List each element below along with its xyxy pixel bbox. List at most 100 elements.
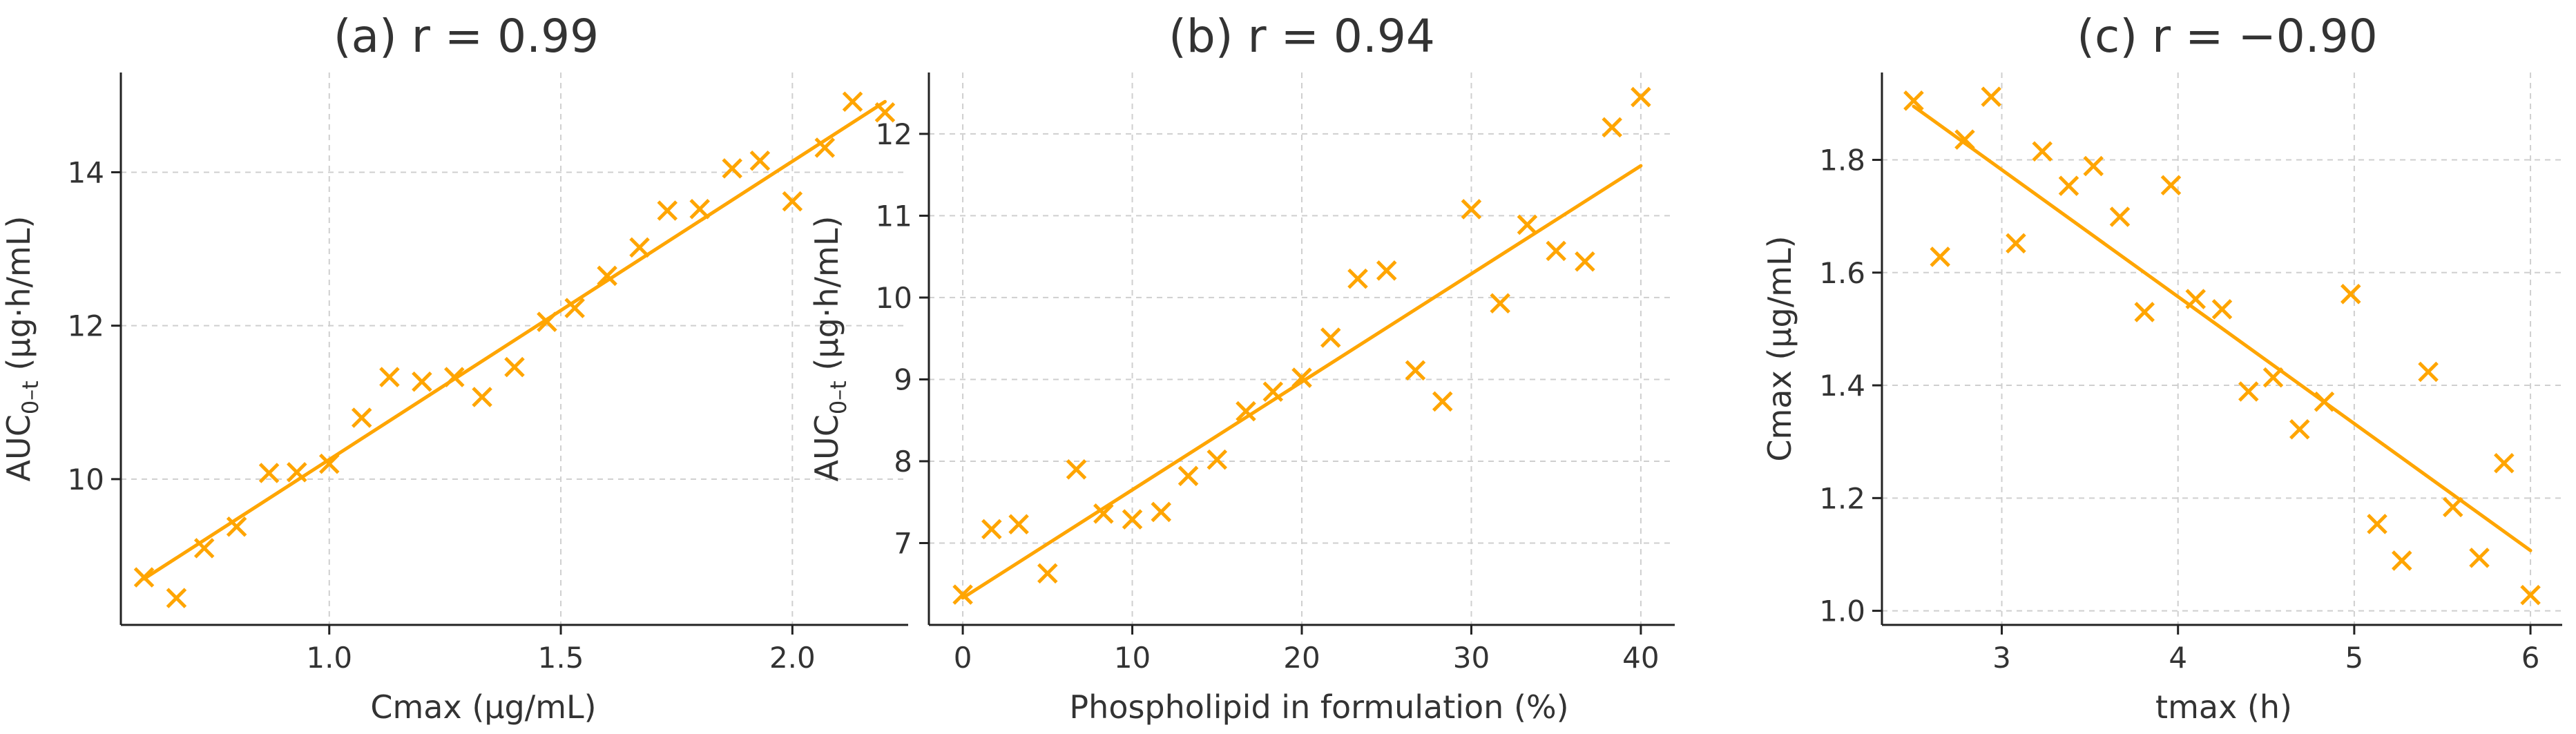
y-axis-label-unit: (µg·h/mL) bbox=[808, 216, 845, 381]
data-point bbox=[657, 200, 678, 221]
data-point bbox=[2520, 584, 2541, 606]
data-point bbox=[1291, 367, 1312, 388]
x-tick-label: 1.5 bbox=[538, 641, 584, 675]
data-point bbox=[2083, 155, 2104, 177]
y-axis-label: AUC0–t (µg·h/mL) bbox=[808, 216, 852, 482]
data-point bbox=[564, 298, 585, 318]
data-point bbox=[1093, 503, 1114, 524]
y-tick-label: 7 bbox=[894, 526, 912, 560]
data-point bbox=[1008, 514, 1029, 534]
x-tick-label: 4 bbox=[2169, 641, 2187, 675]
data-point bbox=[2494, 452, 2515, 474]
data-point bbox=[2392, 550, 2412, 571]
data-point bbox=[2134, 302, 2155, 322]
data-point bbox=[749, 151, 771, 171]
x-axis-label: tmax (h) bbox=[2155, 688, 2292, 726]
data-point bbox=[1066, 459, 1087, 480]
y-axis-label-subscript: 0–t bbox=[825, 380, 852, 414]
data-point bbox=[629, 237, 650, 258]
data-point bbox=[1461, 199, 1482, 220]
data-point bbox=[1178, 465, 1199, 487]
data-point bbox=[2262, 367, 2284, 388]
y-tick-label: 1.8 bbox=[1819, 144, 1865, 177]
y-axis-label-main: AUC bbox=[0, 414, 37, 481]
data-point bbox=[351, 407, 372, 428]
data-point bbox=[2418, 361, 2439, 383]
x-tick-label: 2.0 bbox=[769, 641, 816, 675]
x-tick-label: 30 bbox=[1453, 641, 1490, 675]
y-tick-label: 10 bbox=[68, 463, 104, 496]
x-tick-label: 40 bbox=[1622, 641, 1659, 675]
data-point bbox=[1122, 509, 1143, 530]
chart-title: (b) r = 0.94 bbox=[1169, 10, 1435, 63]
y-tick-label: 1.0 bbox=[1819, 595, 1865, 628]
y-tick-label: 12 bbox=[876, 117, 912, 151]
data-point bbox=[258, 463, 280, 483]
data-point bbox=[2469, 548, 2490, 568]
data-point bbox=[1981, 86, 2001, 107]
data-point bbox=[1236, 400, 1256, 422]
data-point bbox=[472, 387, 492, 407]
chart-panel-1: 1.0 1.5 2.0 10 12 14 (a) r = 0.99 Cmax (µg/mL) A… bbox=[0, 10, 908, 726]
data-point bbox=[2032, 141, 2053, 162]
data-point bbox=[1320, 327, 1341, 348]
y-tick-label: 1.4 bbox=[1819, 369, 1865, 403]
data-point bbox=[2058, 175, 2079, 196]
data-point bbox=[1490, 293, 1510, 313]
y-tick-label: 9 bbox=[894, 363, 912, 396]
x-axis-label: Cmax (µg/mL) bbox=[370, 688, 596, 726]
data-point bbox=[166, 588, 187, 608]
y-tick-label: 8 bbox=[894, 445, 912, 479]
y-tick-label: 1.2 bbox=[1819, 481, 1865, 515]
data-point bbox=[689, 199, 711, 220]
data-point bbox=[1517, 214, 1538, 235]
data-point bbox=[537, 311, 557, 332]
data-point bbox=[133, 567, 155, 588]
y-axis-label-unit: (µg/mL) bbox=[1761, 235, 1798, 370]
data-point bbox=[2185, 289, 2206, 309]
data-point bbox=[952, 584, 973, 605]
chart-title: (c) r = −0.90 bbox=[2077, 10, 2377, 63]
data-point bbox=[193, 538, 215, 559]
data-point bbox=[1954, 129, 1975, 150]
x-tick-label: 1.0 bbox=[306, 641, 352, 675]
data-point bbox=[2160, 175, 2182, 196]
data-point bbox=[1376, 260, 1397, 281]
data-point bbox=[782, 191, 803, 212]
data-point bbox=[1631, 86, 1651, 108]
data-point bbox=[1930, 247, 1950, 267]
data-point bbox=[1037, 563, 1058, 584]
y-tick-label: 1.6 bbox=[1819, 256, 1865, 290]
fit-line bbox=[1912, 104, 2532, 552]
data-point bbox=[2289, 418, 2310, 440]
fit-line bbox=[961, 164, 1643, 600]
data-point bbox=[814, 137, 836, 158]
data-point bbox=[318, 453, 340, 474]
y-axis-label-main: Cmax bbox=[1761, 370, 1798, 461]
x-axis-label: Phospholipid in formulation (%) bbox=[1069, 688, 1568, 726]
y-tick-label: 10 bbox=[876, 281, 912, 315]
data-point bbox=[597, 265, 617, 287]
data-point bbox=[2238, 381, 2259, 402]
data-point bbox=[2367, 514, 2387, 534]
data-point bbox=[1546, 240, 1566, 262]
data-point bbox=[504, 356, 525, 378]
data-point bbox=[287, 462, 307, 483]
x-tick-label: 0 bbox=[954, 641, 972, 675]
data-point bbox=[379, 367, 400, 387]
data-point bbox=[412, 371, 432, 392]
data-point bbox=[1602, 117, 1622, 138]
chart-title: (a) r = 0.99 bbox=[334, 10, 599, 63]
x-tick-label: 20 bbox=[1283, 641, 1320, 675]
y-axis-label-unit: (µg·h/mL) bbox=[0, 216, 37, 381]
data-point bbox=[1575, 251, 1595, 272]
data-point bbox=[2340, 284, 2361, 305]
data-point bbox=[842, 91, 863, 112]
x-tick-label: 3 bbox=[1992, 641, 2011, 675]
data-point bbox=[1405, 360, 1426, 381]
chart-panel-2: 0 10 20 30 40 7 8 9 10 11 12 (b) r = 0.94 Phospholip… bbox=[808, 10, 1675, 726]
data-point bbox=[2211, 299, 2233, 320]
data-point bbox=[444, 367, 465, 387]
